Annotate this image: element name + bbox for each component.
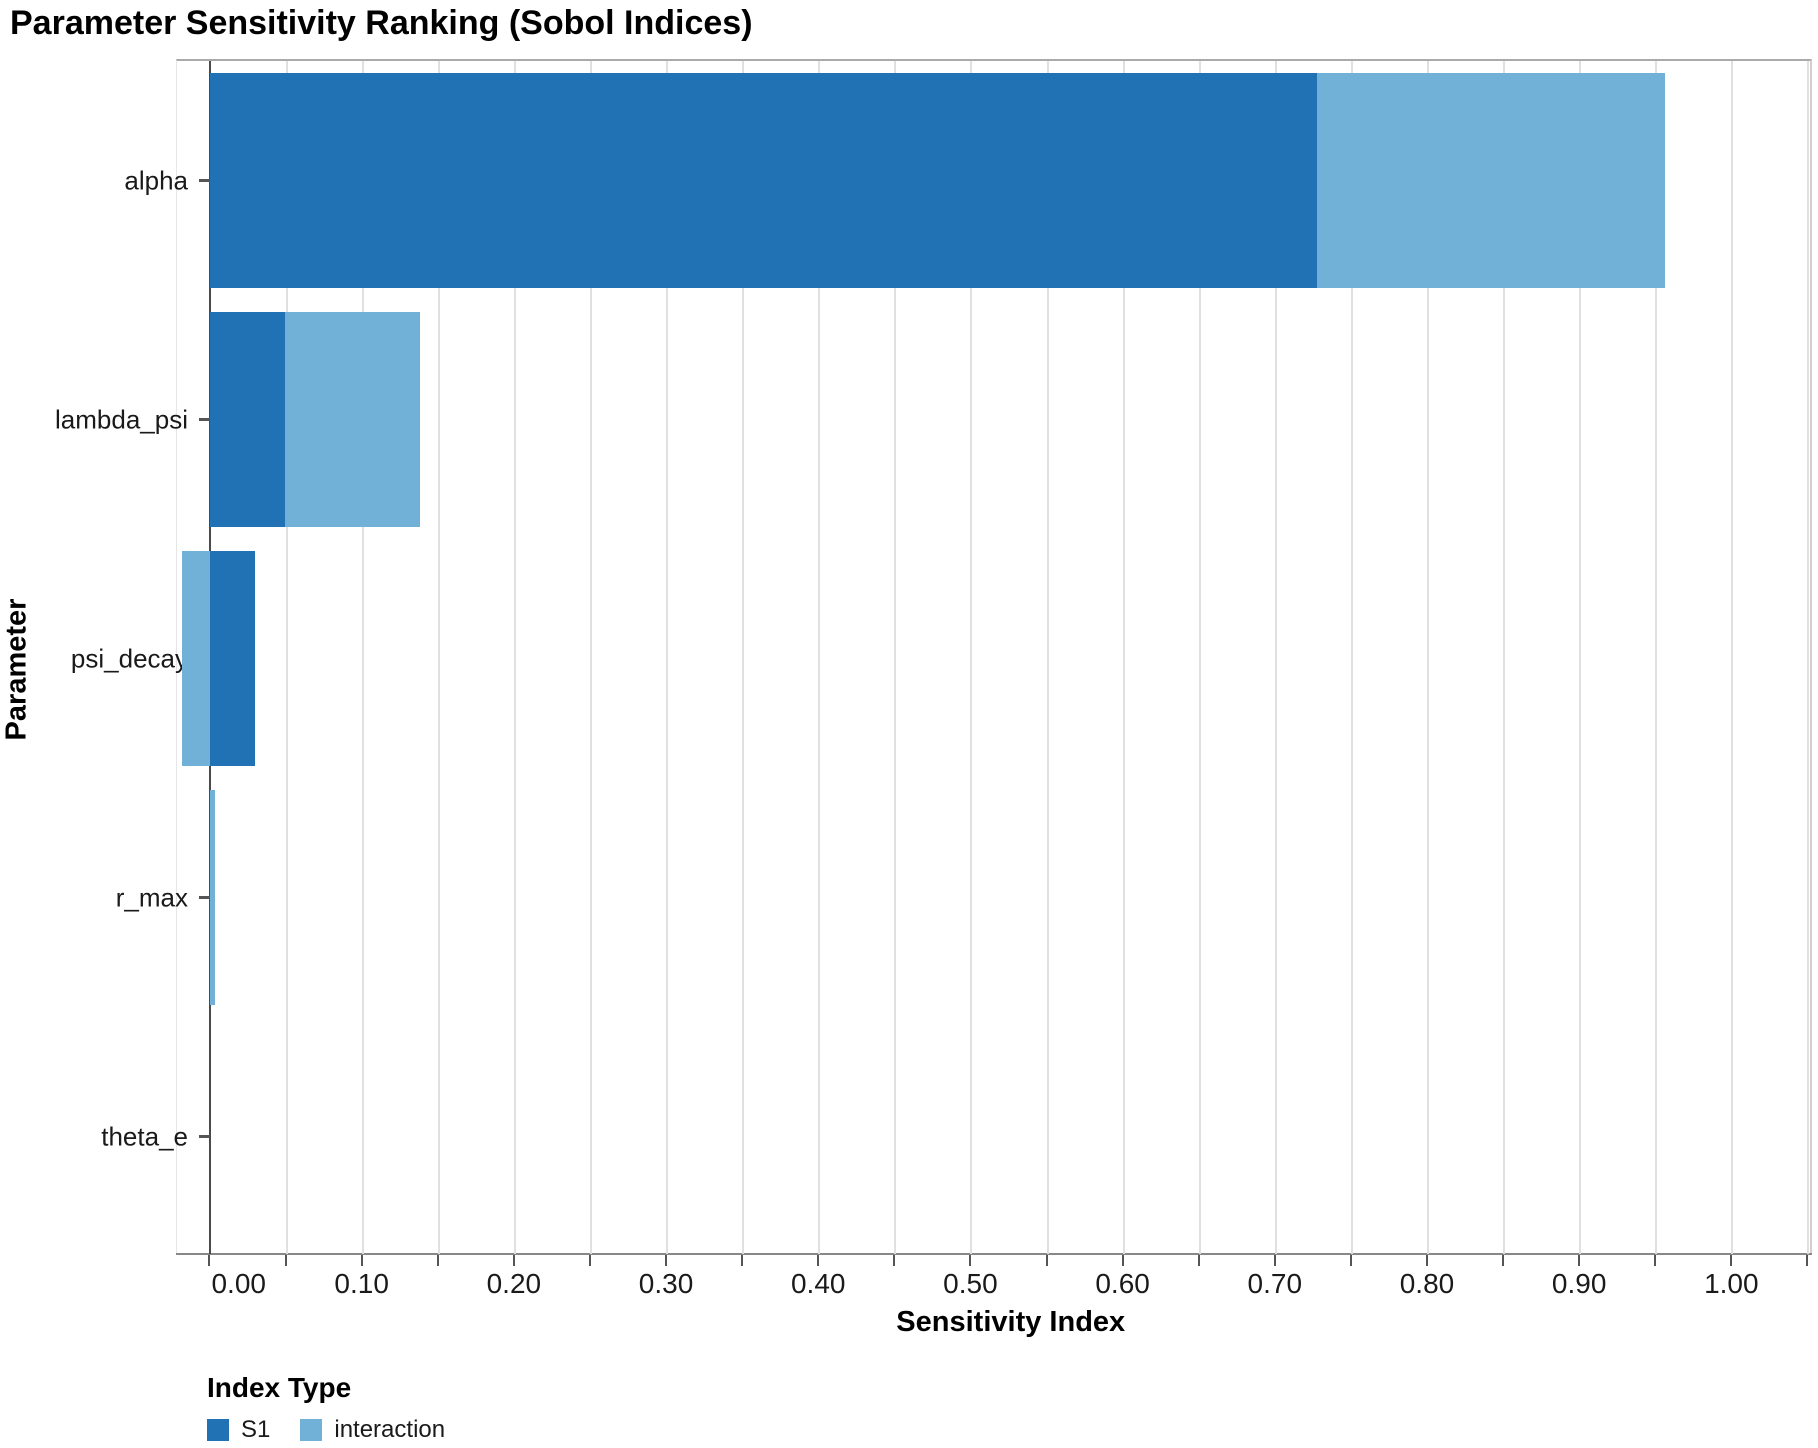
x-tick-label-0.90: 0.90 <box>1551 1268 1607 1299</box>
x-axis-line <box>176 1253 1812 1255</box>
gridline <box>970 61 973 1254</box>
x-tick-label-0.30: 0.30 <box>638 1268 694 1299</box>
legend-items: S1 interaction <box>207 1416 445 1444</box>
x-tick <box>893 1255 896 1266</box>
legend: Index Type S1 interaction <box>207 1372 445 1444</box>
x-tick-label-0.60: 0.60 <box>1095 1268 1150 1299</box>
bar-r_max-interaction <box>210 790 216 1005</box>
x-tick <box>588 1255 591 1266</box>
x-tick <box>1045 1255 1048 1266</box>
y-label-r_max: r_max <box>115 882 188 912</box>
x-tick <box>665 1255 668 1266</box>
y-tick <box>199 418 211 421</box>
bar-psi_decay-S1 <box>210 551 255 766</box>
x-tick <box>208 1255 211 1266</box>
gridline <box>437 61 440 1254</box>
x-tick <box>512 1255 515 1266</box>
x-tick <box>1273 1255 1276 1266</box>
y-label-alpha: alpha <box>124 165 188 195</box>
gridline <box>513 61 516 1254</box>
gridline <box>589 61 592 1254</box>
x-tick <box>1425 1255 1428 1266</box>
gridline <box>818 61 821 1254</box>
interaction-color-swatch <box>300 1419 323 1441</box>
x-tick <box>1806 1255 1809 1266</box>
x-tick-label-0.40: 0.40 <box>790 1268 846 1299</box>
gridline <box>1122 61 1125 1254</box>
x-tick <box>1197 1255 1200 1266</box>
gridline <box>742 61 745 1254</box>
y-tick <box>199 896 211 899</box>
x-axis-title: Sensitivity Index <box>896 1306 1126 1338</box>
gridline <box>894 61 897 1254</box>
gridline <box>1046 61 1049 1254</box>
y-label-psi_decay: psi_decay <box>70 643 188 673</box>
x-tick-label-0.80: 0.80 <box>1399 1268 1455 1299</box>
x-tick <box>284 1255 287 1266</box>
y-label-theta_e: theta_e <box>101 1121 188 1151</box>
legend-item-interaction: interaction <box>300 1416 445 1444</box>
y-label-lambda_psi: lambda_psi <box>55 404 188 434</box>
x-tick <box>1654 1255 1657 1266</box>
x-tick-label-0.00: 0.00 <box>211 1268 266 1299</box>
x-tick <box>1121 1255 1124 1266</box>
x-tick <box>1730 1255 1733 1266</box>
plot-area: alpha lambda_psi psi_decay r_max theta_e <box>55 59 1812 1254</box>
gridline <box>361 61 364 1254</box>
gridline <box>1655 61 1658 1254</box>
s1-color-swatch <box>207 1419 229 1441</box>
x-tick <box>817 1255 820 1266</box>
legend-label-s1: S1 <box>241 1416 271 1443</box>
bar-alpha-interaction <box>1316 73 1666 288</box>
x-tick-label-1.00: 1.00 <box>1704 1268 1759 1299</box>
gridline <box>666 61 669 1254</box>
gridline <box>1350 61 1353 1254</box>
legend-label-interaction: interaction <box>334 1416 446 1443</box>
chart-title: Parameter Sensitivity Ranking (Sobol Ind… <box>10 4 753 42</box>
x-tick-label-0.50: 0.50 <box>943 1268 998 1299</box>
x-tick <box>1502 1255 1505 1266</box>
gridline <box>1274 61 1277 1254</box>
gridline <box>1807 61 1810 1254</box>
x-tick-label-0.20: 0.20 <box>486 1268 542 1299</box>
gridline <box>1503 61 1506 1254</box>
legend-title: Index Type <box>207 1372 352 1403</box>
y-tick <box>199 1135 211 1138</box>
gridline <box>285 61 288 1254</box>
x-tick <box>741 1255 744 1266</box>
x-tick <box>969 1255 972 1266</box>
bar-alpha-S1 <box>210 73 1317 288</box>
gridline <box>1579 61 1582 1254</box>
gridline <box>1198 61 1201 1254</box>
x-tick <box>360 1255 363 1266</box>
gridline <box>1426 61 1429 1254</box>
x-tick <box>1578 1255 1581 1266</box>
y-axis-title: Parameter <box>0 598 33 741</box>
x-tick-label-0.70: 0.70 <box>1247 1268 1303 1299</box>
bar-lambda_psi-interaction <box>285 312 421 527</box>
bar-psi_decay-interaction <box>181 551 211 766</box>
x-tick-label-0.10: 0.10 <box>334 1268 389 1299</box>
x-tick <box>436 1255 439 1266</box>
x-tick <box>1349 1255 1352 1266</box>
y-tick <box>199 179 211 182</box>
legend-item-s1: S1 <box>207 1416 270 1444</box>
bar-lambda_psi-S1 <box>210 312 286 527</box>
gridline <box>1731 61 1734 1254</box>
